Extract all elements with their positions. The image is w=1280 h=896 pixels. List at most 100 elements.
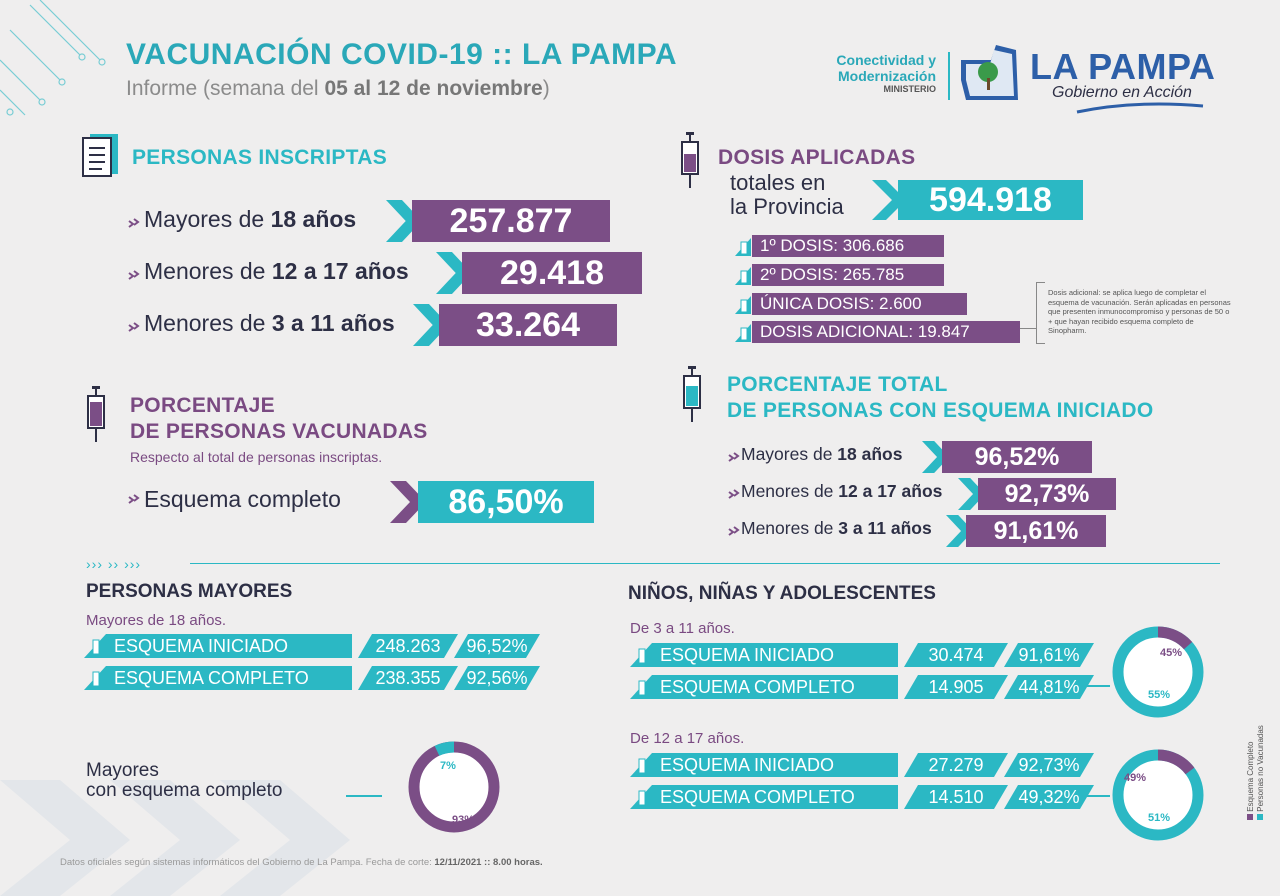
donut-label-b: 55% [1148,689,1170,701]
row-syringe-icon [630,785,652,809]
mayores-label-0: ESQUEMA INICIADO [106,634,352,658]
inscriptas-label-2-bold: 3 a 11 años [271,310,395,336]
donut-connector [346,795,382,797]
page-subtitle: Informe (semana del 05 al 12 de noviembr… [126,77,550,101]
iniciado-label-0: Mayores de 18 años [741,444,902,465]
ninos2-label-0: ESQUEMA INICIADO [652,753,898,777]
inscriptas-label-0-bold: 18 años [270,206,357,232]
iniciado-label-2: Menores de 3 a 11 años [741,518,932,539]
page-title: VACUNACIÓN COVID-19 :: LA PAMPA [126,38,678,71]
bullet-icon [728,489,740,499]
dose-syringe-icon [735,324,751,342]
note-connector [1012,328,1036,329]
province-map-icon [961,45,1018,100]
subtitle-dates: 05 al 12 de noviembre [324,77,543,100]
dosis-heading: DOSIS APLICADAS [718,146,916,169]
mayores-pct-0: 96,52% [454,634,540,658]
legend-label-a: Esquema Completo [1246,741,1255,812]
legend-swatch-teal [1257,814,1263,820]
brand-tagline: Gobierno en Acción [1052,84,1192,101]
legend-item-no-vacunadas: Personas no Vacunadas [1256,725,1266,820]
ninos2-pct-0: 92,73% [1004,753,1094,777]
donut-ninos-3-11: 45% 55% [1112,626,1204,718]
subtitle-post: ) [542,77,550,100]
ninos-group1-sub: De 3 a 11 años. [630,620,735,637]
donut-label-a: 7% [440,760,456,772]
row-syringe-icon [630,753,652,777]
ninos2-label-1: ESQUEMA COMPLETO [652,785,898,809]
mayores-label-1: ESQUEMA COMPLETO [106,666,352,690]
note-bracket [1036,282,1045,344]
donut-ninos-12-17: 49% 51% [1112,749,1204,841]
decorative-circuit-lines [0,0,106,116]
bullet-icon [728,526,740,536]
syringe-icon-iniciado [683,366,701,422]
ninos1-label-0: ESQUEMA INICIADO [652,643,898,667]
dosis-adicional-note: Dosis adicional: se aplica luego de comp… [1048,288,1231,335]
dosis-sub1: totales en [730,170,826,195]
inscriptas-label-2-pre: Menores de [144,310,272,336]
donut-mayores: 7% 93% [408,741,500,833]
esquema-completo-value: 86,50% [418,481,594,523]
footer-date: 12/11/2021 :: 8.00 horas. [434,857,543,868]
dose-syringe-icon [735,238,751,256]
iniciado-value-1: 92,73% [978,478,1116,510]
ninos-heading: NIÑOS, NIÑAS Y ADOLESCENTES [628,583,936,604]
footer-note: Datos oficiales según sistemas informáti… [60,857,543,868]
row-syringe-icon [84,666,106,690]
ninos2-num-1: 14.510 [904,785,1008,809]
iniciado-label-1-bold: 12 a 17 años [838,481,943,501]
donut-label-b: 93% [452,814,474,826]
syringe-icon-vacunadas [87,386,105,442]
ninos1-num-0: 30.474 [904,643,1008,667]
donut-label-a: 45% [1160,647,1182,659]
iniciado-heading-2: DE PERSONAS CON ESQUEMA INICIADO [727,399,1154,422]
bullet-icon [128,218,140,228]
subtitle-pre: Informe (semana del [126,77,325,100]
ministry-logo: Conectividad y Modernización MINISTERIO [800,52,936,94]
legend-label-b: Personas no Vacunadas [1256,725,1265,812]
inscriptas-label-1-pre: Menores de [144,258,272,284]
section-arrows: ››› ›› ››› [86,556,142,572]
iniciado-heading-1: PORCENTAJE TOTAL [727,373,948,396]
ministry-line3: MINISTERIO [883,84,936,94]
mayores-num-0: 248.263 [358,634,458,658]
iniciado-label-2-bold: 3 a 11 años [838,518,932,538]
logo-divider [948,52,950,100]
brand-swoosh [1076,102,1204,114]
row-syringe-icon [630,675,652,699]
inscriptas-heading: PERSONAS INSCRIPTAS [132,146,388,169]
ninos1-pct-0: 91,61% [1004,643,1094,667]
bullet-icon [728,452,740,462]
bullet-icon [128,322,140,332]
inscriptas-value-1: 29.418 [462,252,642,294]
mayores-sub: Mayores de 18 años. [86,612,227,629]
ministry-line2: Modernización [837,68,936,84]
bullet-icon [128,270,140,280]
legend: Esquema Completo Personas no Vacunadas [1246,725,1266,820]
vacunadas-sub: Respecto al total de personas inscriptas… [130,449,383,465]
donut-mayores-label-1: Mayores [86,760,159,781]
dosis-item-3: DOSIS ADICIONAL: 19.847 [752,321,1020,343]
syringe-icon [681,132,699,188]
mayores-num-1: 238.355 [358,666,458,690]
donut-completo-arc [408,741,500,833]
iniciado-label-1: Menores de 12 a 17 años [741,481,942,502]
vacunadas-heading-2: DE PERSONAS VACUNADAS [130,420,428,443]
ninos1-num-1: 14.905 [904,675,1008,699]
dosis-item-1: 2º DOSIS: 265.785 [752,264,944,286]
dose-syringe-icon [735,296,751,314]
dosis-item-0: 1º DOSIS: 306.686 [752,235,944,257]
inscriptas-value-0: 257.877 [412,200,610,242]
inscriptas-label-1: Menores de 12 a 17 años [144,258,409,285]
iniciado-value-0: 96,52% [942,441,1092,473]
row-syringe-icon [630,643,652,667]
iniciado-label-1-pre: Menores de [741,481,839,501]
donut-completo-arc [1112,626,1204,718]
ninos2-pct-1: 49,32% [1004,785,1094,809]
bullet-icon [128,494,140,504]
iniciado-label-2-pre: Menores de [741,518,839,538]
donut-mayores-label-2: con esquema completo [86,780,283,801]
donut1-connector [1078,685,1110,687]
donut-label-a: 49% [1124,772,1146,784]
